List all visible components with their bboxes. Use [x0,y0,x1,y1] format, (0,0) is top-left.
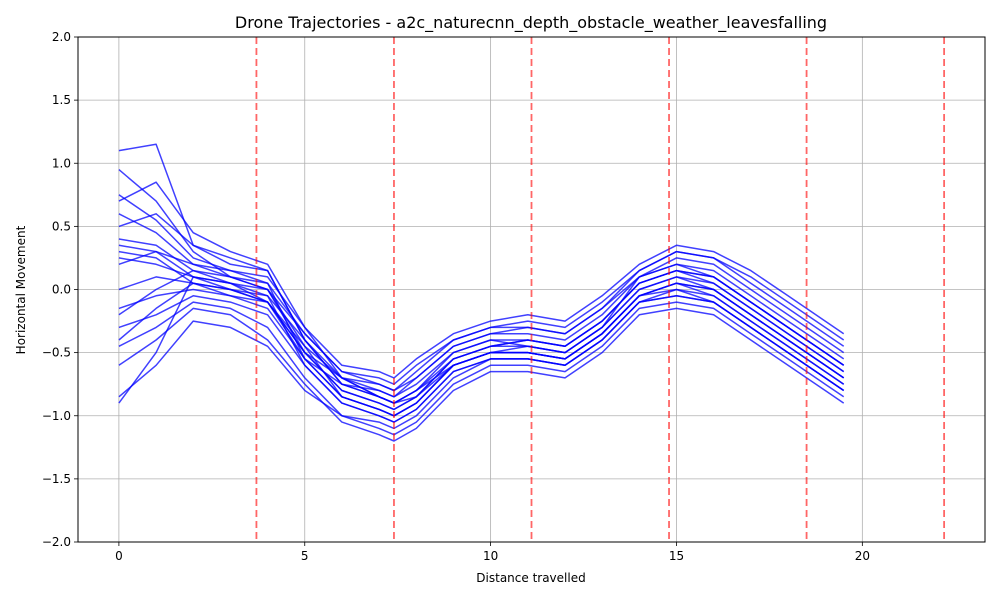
trajectory-line-8 [118,244,845,379]
y-tick-label: 1.5 [52,93,71,107]
x-tick-label: 20 [855,549,870,563]
x-tick-label: 15 [669,549,684,563]
x-axis-label: Distance travelled [476,571,585,585]
x-tick-label: 0 [115,549,123,563]
trajectory-line-14 [118,295,845,430]
y-tick-label: −1.0 [42,409,71,423]
trajectory-line-17 [118,213,845,404]
vertical-markers [255,37,946,542]
y-tick-label: −1.5 [42,472,71,486]
x-tick-label: 5 [301,549,309,563]
trajectory-line-19 [118,250,845,417]
y-tick-label: −0.5 [42,346,71,360]
trajectory-line-13 [118,307,845,442]
y-tick-label: −2.0 [42,535,71,549]
trajectory-series [118,143,845,442]
trajectory-line-20 [118,250,845,392]
trajectory-line-12 [118,301,845,436]
y-tick-label: 0.5 [52,219,71,233]
trajectory-line-18 [118,263,845,398]
y-tick-label: 1.0 [52,156,71,170]
axis-ticks: 0 5 10 15 20 −2.0 −1.5 −1.0 −0.5 0.0 0.5 1.0 1.5 2.0 [42,30,870,563]
chart-title: Drone Trajectories - a2c_naturecnn_depth… [235,13,827,33]
x-tick-label: 10 [483,549,498,563]
y-axis-label: Horizontal Movement [14,225,28,354]
y-tick-label: 0.0 [52,283,71,297]
y-tick-label: 2.0 [52,30,71,44]
